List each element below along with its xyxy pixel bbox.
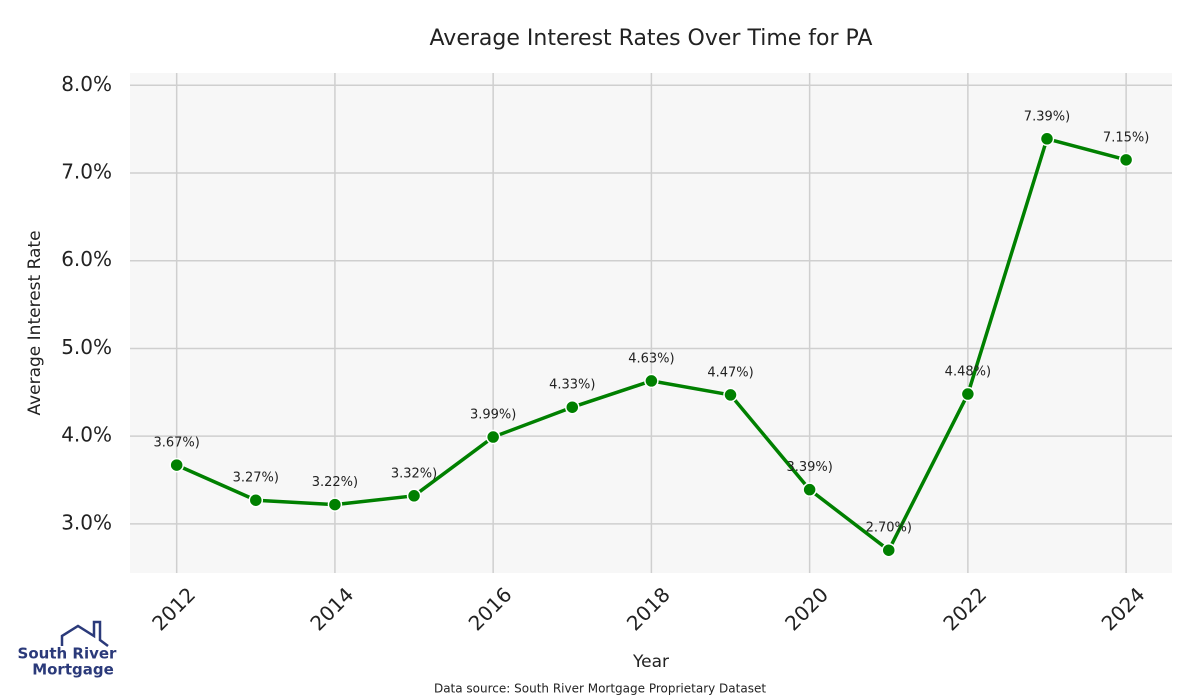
data-label: 3.67%) bbox=[153, 436, 199, 451]
data-label: 7.15%) bbox=[1103, 130, 1149, 145]
data-label: 3.39%) bbox=[786, 460, 832, 475]
y-tick-label: 8.0% bbox=[61, 72, 112, 96]
y-tick-label: 6.0% bbox=[61, 247, 112, 271]
x-tick-label: 2012 bbox=[147, 582, 200, 635]
x-axis-label: Year bbox=[632, 652, 669, 672]
logo-text: Mortgage bbox=[32, 661, 114, 679]
x-tick-label: 2018 bbox=[622, 582, 675, 635]
data-label: 4.48%) bbox=[945, 365, 991, 380]
data-point bbox=[485, 429, 501, 445]
x-tick-label: 2024 bbox=[1097, 582, 1150, 635]
logo: South River Mortgage bbox=[18, 620, 118, 679]
chart-title: Average Interest Rates Over Time for PA bbox=[430, 26, 873, 51]
data-point bbox=[881, 542, 897, 558]
data-label: 4.47%) bbox=[707, 365, 753, 380]
logo-house bbox=[60, 620, 109, 647]
data-point bbox=[169, 457, 184, 473]
data-point bbox=[644, 373, 659, 389]
data-point bbox=[723, 387, 738, 403]
x-tick-label: 2020 bbox=[780, 582, 833, 635]
data-point bbox=[248, 492, 264, 508]
data-point bbox=[327, 497, 343, 512]
y-axis-label: Average Interest Rate bbox=[25, 230, 45, 415]
data-point bbox=[960, 386, 976, 402]
y-tick-label: 7.0% bbox=[61, 160, 112, 184]
data-label: 3.22%) bbox=[312, 475, 358, 490]
data-label: 7.39%) bbox=[1024, 109, 1070, 124]
data-label: 4.33%) bbox=[549, 378, 595, 393]
x-tick-label: 2016 bbox=[464, 582, 517, 635]
y-tick-label: 5.0% bbox=[61, 335, 112, 359]
data-point bbox=[406, 488, 422, 504]
x-tick-label: 2022 bbox=[938, 582, 991, 635]
data-label: 3.27%) bbox=[233, 471, 279, 486]
x-tick-label: 2014 bbox=[305, 582, 358, 635]
y-tick-label: 4.0% bbox=[61, 423, 112, 447]
data-label: 3.32%) bbox=[391, 466, 437, 481]
data-label: 2.70%) bbox=[866, 521, 912, 536]
y-tick-label: 3.0% bbox=[61, 510, 112, 534]
logo-text: South River bbox=[18, 645, 118, 663]
data-point bbox=[1039, 131, 1055, 147]
data-label: 4.63%) bbox=[628, 351, 674, 366]
data-point bbox=[565, 399, 580, 415]
source-note: Data source: South River Mortgage Propri… bbox=[434, 682, 766, 696]
data-point bbox=[802, 482, 817, 497]
data-label: 3.99%) bbox=[470, 408, 516, 423]
data-point bbox=[1118, 152, 1134, 168]
